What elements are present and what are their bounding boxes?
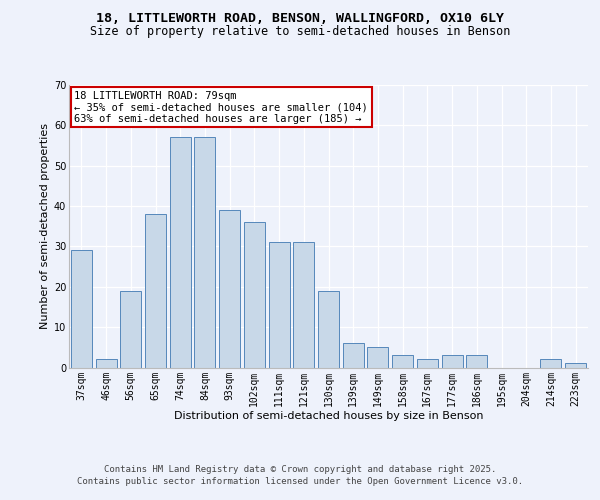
Bar (565, 364, 586, 368)
Bar (392, 356, 413, 368)
Text: Size of property relative to semi-detached houses in Benson: Size of property relative to semi-detach… (90, 25, 510, 38)
Bar (269, 242, 290, 368)
Bar (145, 214, 166, 368)
Bar (120, 291, 141, 368)
Bar (367, 348, 388, 368)
Text: Contains public sector information licensed under the Open Government Licence v3: Contains public sector information licen… (77, 477, 523, 486)
Bar (466, 356, 487, 368)
Bar (71, 250, 92, 368)
Bar (244, 222, 265, 368)
Text: 18, LITTLEWORTH ROAD, BENSON, WALLINGFORD, OX10 6LY: 18, LITTLEWORTH ROAD, BENSON, WALLINGFOR… (96, 12, 504, 26)
Bar (442, 356, 463, 368)
Bar (293, 242, 314, 368)
Bar (318, 291, 339, 368)
Bar (170, 138, 191, 368)
Bar (417, 360, 438, 368)
Bar (194, 138, 215, 368)
Bar (541, 360, 562, 368)
Text: Contains HM Land Registry data © Crown copyright and database right 2025.: Contains HM Land Registry data © Crown c… (104, 465, 496, 474)
Bar (95, 360, 116, 368)
Text: 18 LITTLEWORTH ROAD: 79sqm
← 35% of semi-detached houses are smaller (104)
63% o: 18 LITTLEWORTH ROAD: 79sqm ← 35% of semi… (74, 90, 368, 124)
Bar (343, 344, 364, 367)
Bar (219, 210, 240, 368)
X-axis label: Distribution of semi-detached houses by size in Benson: Distribution of semi-detached houses by … (174, 411, 483, 421)
Y-axis label: Number of semi-detached properties: Number of semi-detached properties (40, 123, 50, 329)
